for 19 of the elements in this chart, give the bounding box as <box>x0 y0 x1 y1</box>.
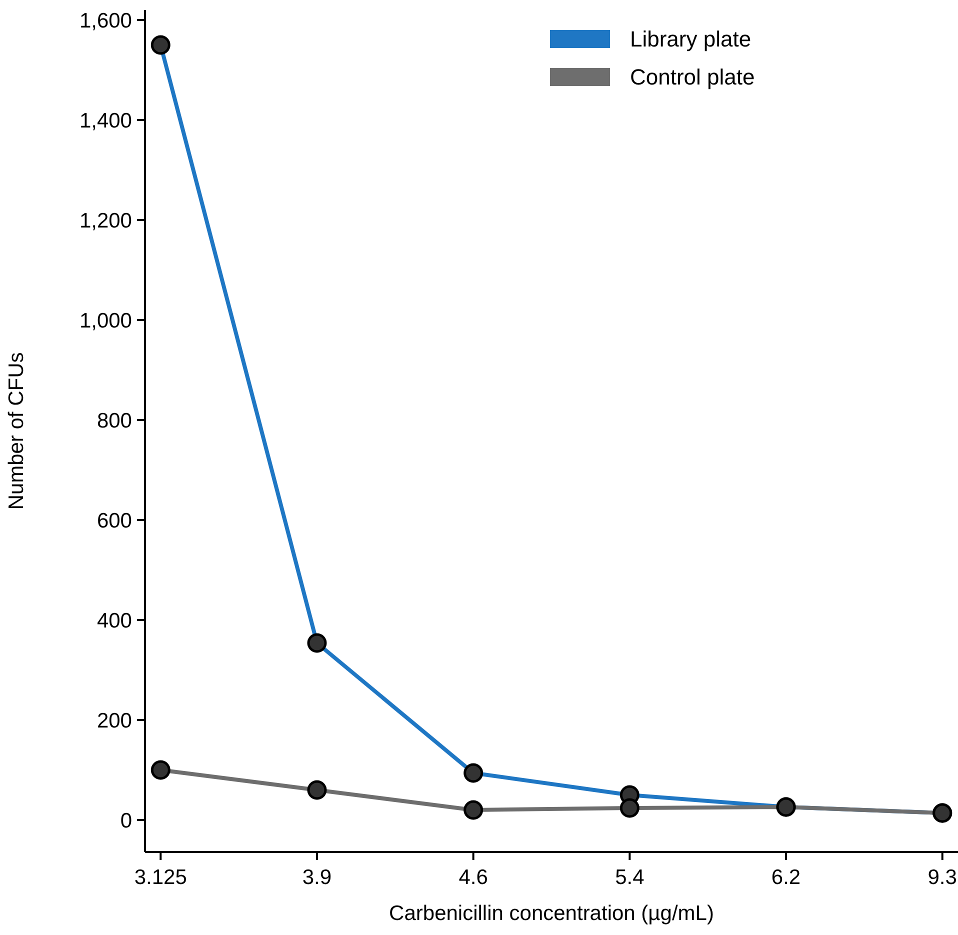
legend-label: Control plate <box>630 64 755 90</box>
x-tick-label: 4.6 <box>458 866 488 889</box>
legend-label: Library plate <box>630 26 752 52</box>
x-tick-label: 6.2 <box>771 866 801 889</box>
y-axis-title: Number of CFUs <box>5 352 28 510</box>
y-tick-label: 200 <box>96 709 132 732</box>
x-tick-label: 9.3 <box>928 866 957 889</box>
x-tick-label: 3.125 <box>134 866 187 889</box>
y-tick-label: 400 <box>96 609 132 632</box>
y-tick-label: 1,200 <box>79 209 132 232</box>
y-tick-label: 1,600 <box>79 9 132 32</box>
y-tick-label: 800 <box>96 409 132 432</box>
x-tick-label: 3.9 <box>302 866 332 889</box>
y-tick-label: 1,000 <box>79 309 132 332</box>
y-tick-label: 1,400 <box>79 109 132 132</box>
x-axis-title: Carbenicillin concentration (µg/mL) <box>389 902 714 925</box>
x-tick-label: 5.4 <box>615 866 645 889</box>
y-tick-label: 600 <box>96 509 132 532</box>
y-tick-label: 0 <box>120 809 132 832</box>
